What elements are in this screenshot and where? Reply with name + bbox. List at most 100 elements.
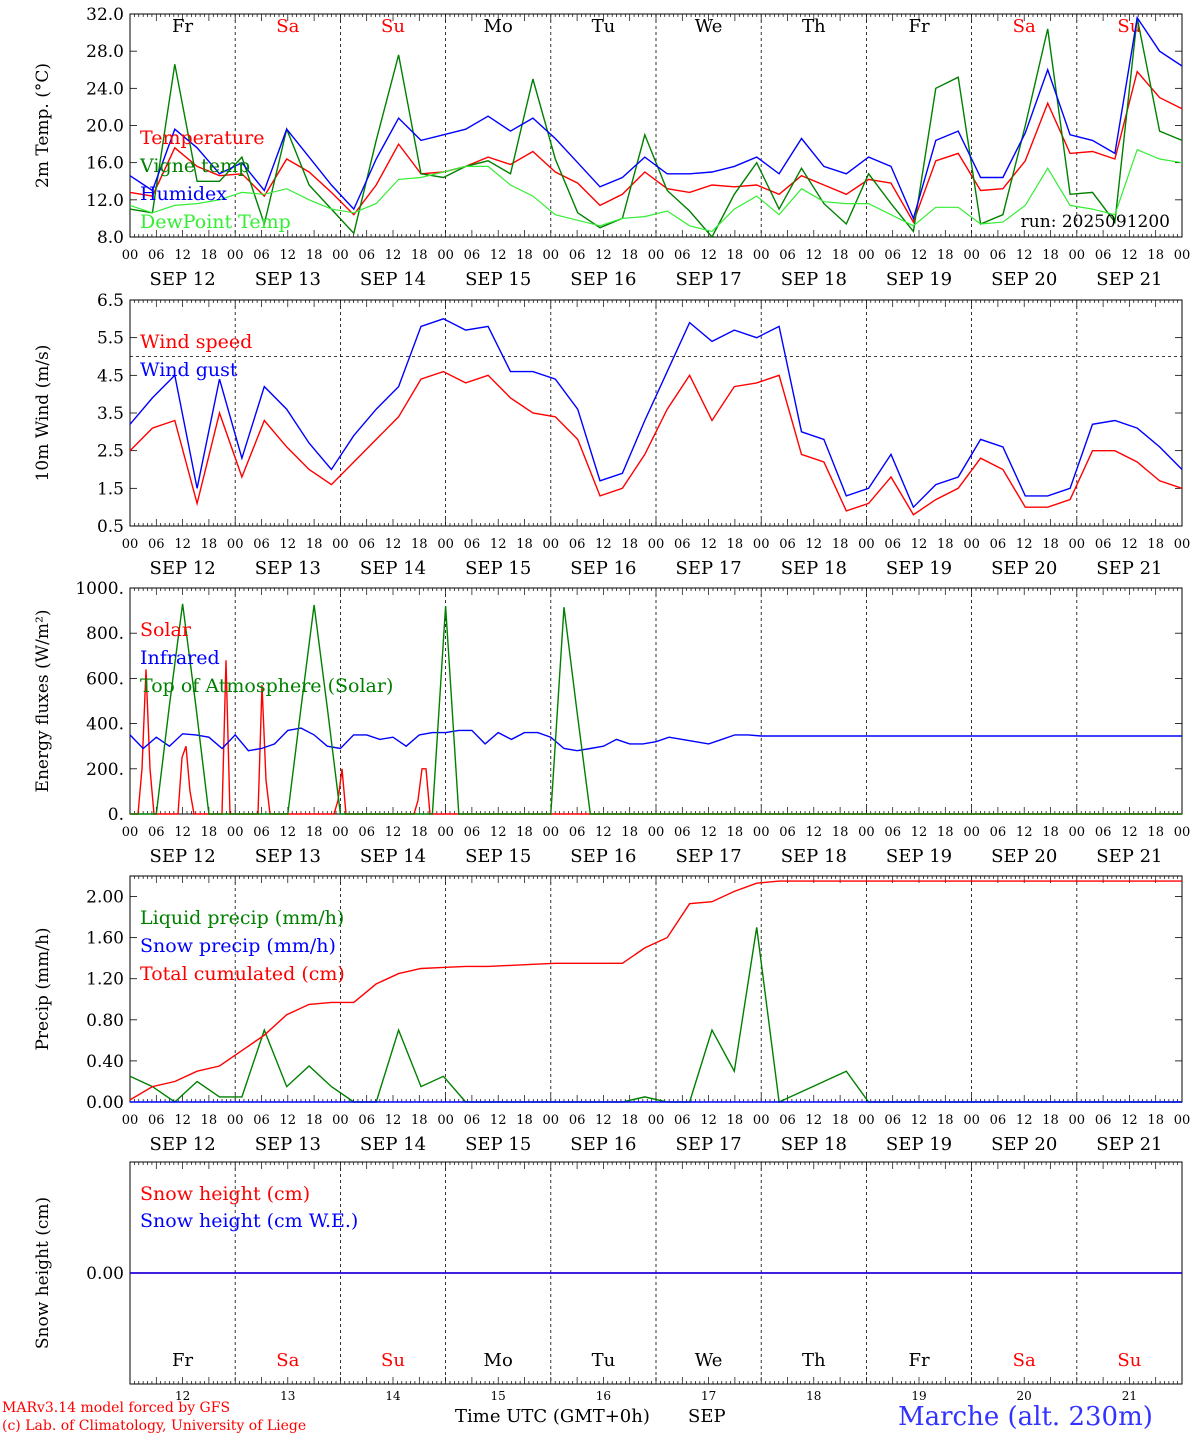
hour-label: 06 — [1095, 537, 1112, 552]
hour-label: 18 — [727, 537, 744, 552]
hour-label: 12 — [280, 825, 297, 840]
hour-label: 18 — [937, 537, 954, 552]
hour-label: 12 — [385, 825, 402, 840]
hour-label: 18 — [1042, 1113, 1059, 1128]
legend-entry: Snow height (cm) — [140, 1183, 310, 1205]
hour-label: 00 — [858, 825, 875, 840]
y-tick-label: 2.5 — [97, 442, 124, 462]
date-label: SEP 17 — [675, 1134, 741, 1155]
y-axis-title: Precip (mm/h) — [33, 927, 53, 1050]
day-name-bottom: Tu — [592, 1350, 616, 1371]
hour-label: 00 — [648, 825, 665, 840]
date-label: SEP 20 — [991, 269, 1057, 290]
hour-label: 12 — [595, 537, 612, 552]
hour-label: 06 — [253, 825, 270, 840]
hour-label: 00 — [1069, 1113, 1086, 1128]
hour-label: 00 — [332, 248, 349, 263]
hour-label: 06 — [358, 1113, 375, 1128]
hour-label: 18 — [201, 1113, 218, 1128]
hour-label: 06 — [569, 825, 586, 840]
y-tick-label: 5.5 — [97, 329, 124, 349]
date-label: SEP 20 — [991, 1134, 1057, 1155]
y-tick-label: 200. — [86, 760, 124, 780]
hour-label: 00 — [332, 537, 349, 552]
hour-label: 00 — [332, 825, 349, 840]
hour-label: 06 — [779, 537, 796, 552]
series-line-red — [129, 70, 1183, 224]
hour-label: 12 — [700, 248, 717, 263]
y-tick-label: 1.20 — [86, 970, 124, 990]
hour-label: 18 — [516, 248, 533, 263]
legend-entry: Infrared — [140, 647, 220, 669]
legend-entry: Snow height (cm W.E.) — [140, 1210, 358, 1232]
date-label: SEP 18 — [781, 846, 847, 867]
y-tick-label: 24.0 — [86, 79, 124, 99]
hour-label-end: 00 — [1174, 537, 1191, 552]
day-name-top: Th — [802, 16, 826, 37]
hour-label: 12 — [1016, 537, 1033, 552]
hour-label: 12 — [280, 248, 297, 263]
hour-label: 06 — [674, 825, 691, 840]
hour-label: 18 — [411, 248, 428, 263]
hour-label: 00 — [227, 825, 244, 840]
hour-label: 12 — [595, 1113, 612, 1128]
hour-label: 18 — [201, 825, 218, 840]
hour-label: 06 — [148, 537, 165, 552]
hour-label: 12 — [280, 1113, 297, 1128]
hour-label: 18 — [516, 537, 533, 552]
hour-label: 12 — [806, 825, 823, 840]
y-tick-label: 4.5 — [97, 366, 124, 386]
series-line-green — [130, 603, 1182, 815]
hour-label: 00 — [543, 248, 560, 263]
day-number: 14 — [385, 1389, 401, 1403]
hour-label: 12 — [911, 1113, 928, 1128]
hour-label: 06 — [253, 1113, 270, 1128]
day-name-top: We — [695, 16, 723, 37]
hour-label: 18 — [411, 825, 428, 840]
hour-label: 18 — [411, 537, 428, 552]
date-label: SEP 12 — [149, 269, 215, 290]
hour-label: 18 — [621, 537, 638, 552]
date-label: SEP 13 — [255, 269, 321, 290]
lab-credit: (c) Lab. of Climatology, University of L… — [2, 1418, 307, 1434]
station-name: Marche (alt. 230m) — [898, 1402, 1153, 1432]
date-label: SEP 16 — [570, 846, 636, 867]
hour-label: 12 — [1121, 248, 1138, 263]
hour-label: 12 — [385, 1113, 402, 1128]
day-name-bottom: Mo — [484, 1350, 513, 1371]
hour-label: 06 — [569, 248, 586, 263]
day-number: 18 — [806, 1389, 821, 1403]
day-name-top: Sa — [1013, 16, 1036, 37]
hour-label: 06 — [253, 537, 270, 552]
hour-label: 12 — [700, 825, 717, 840]
date-label: SEP 12 — [149, 846, 215, 867]
hour-label: 06 — [569, 1113, 586, 1128]
day-number: 21 — [1122, 1389, 1137, 1403]
hour-label: 18 — [727, 1113, 744, 1128]
hour-label: 12 — [174, 825, 191, 840]
hour-label: 00 — [1069, 537, 1086, 552]
y-tick-label: 1.60 — [86, 929, 124, 949]
hour-label: 18 — [621, 1113, 638, 1128]
date-label: SEP 21 — [1096, 558, 1162, 579]
legend-entry: Top of Atmosphere (Solar) — [140, 675, 393, 697]
day-name-top: Mo — [484, 16, 513, 37]
legend-entry: Snow precip (mm/h) — [140, 935, 336, 957]
hour-label: 00 — [858, 248, 875, 263]
hour-label: 12 — [280, 537, 297, 552]
date-label: SEP 15 — [465, 1134, 531, 1155]
hour-label: 06 — [464, 825, 481, 840]
hour-label: 06 — [569, 537, 586, 552]
y-tick-label: 12.0 — [86, 191, 124, 211]
day-name-top: Sa — [276, 16, 299, 37]
hour-label: 06 — [779, 825, 796, 840]
hour-label: 06 — [358, 825, 375, 840]
y-tick-label: 400. — [86, 715, 124, 735]
hour-label: 18 — [1147, 537, 1164, 552]
date-label: SEP 20 — [991, 558, 1057, 579]
day-name-bottom: Su — [1117, 1350, 1141, 1371]
hour-label: 12 — [806, 248, 823, 263]
day-name-bottom: Sa — [276, 1350, 299, 1371]
hour-label: 00 — [227, 537, 244, 552]
hour-label: 06 — [1095, 248, 1112, 263]
